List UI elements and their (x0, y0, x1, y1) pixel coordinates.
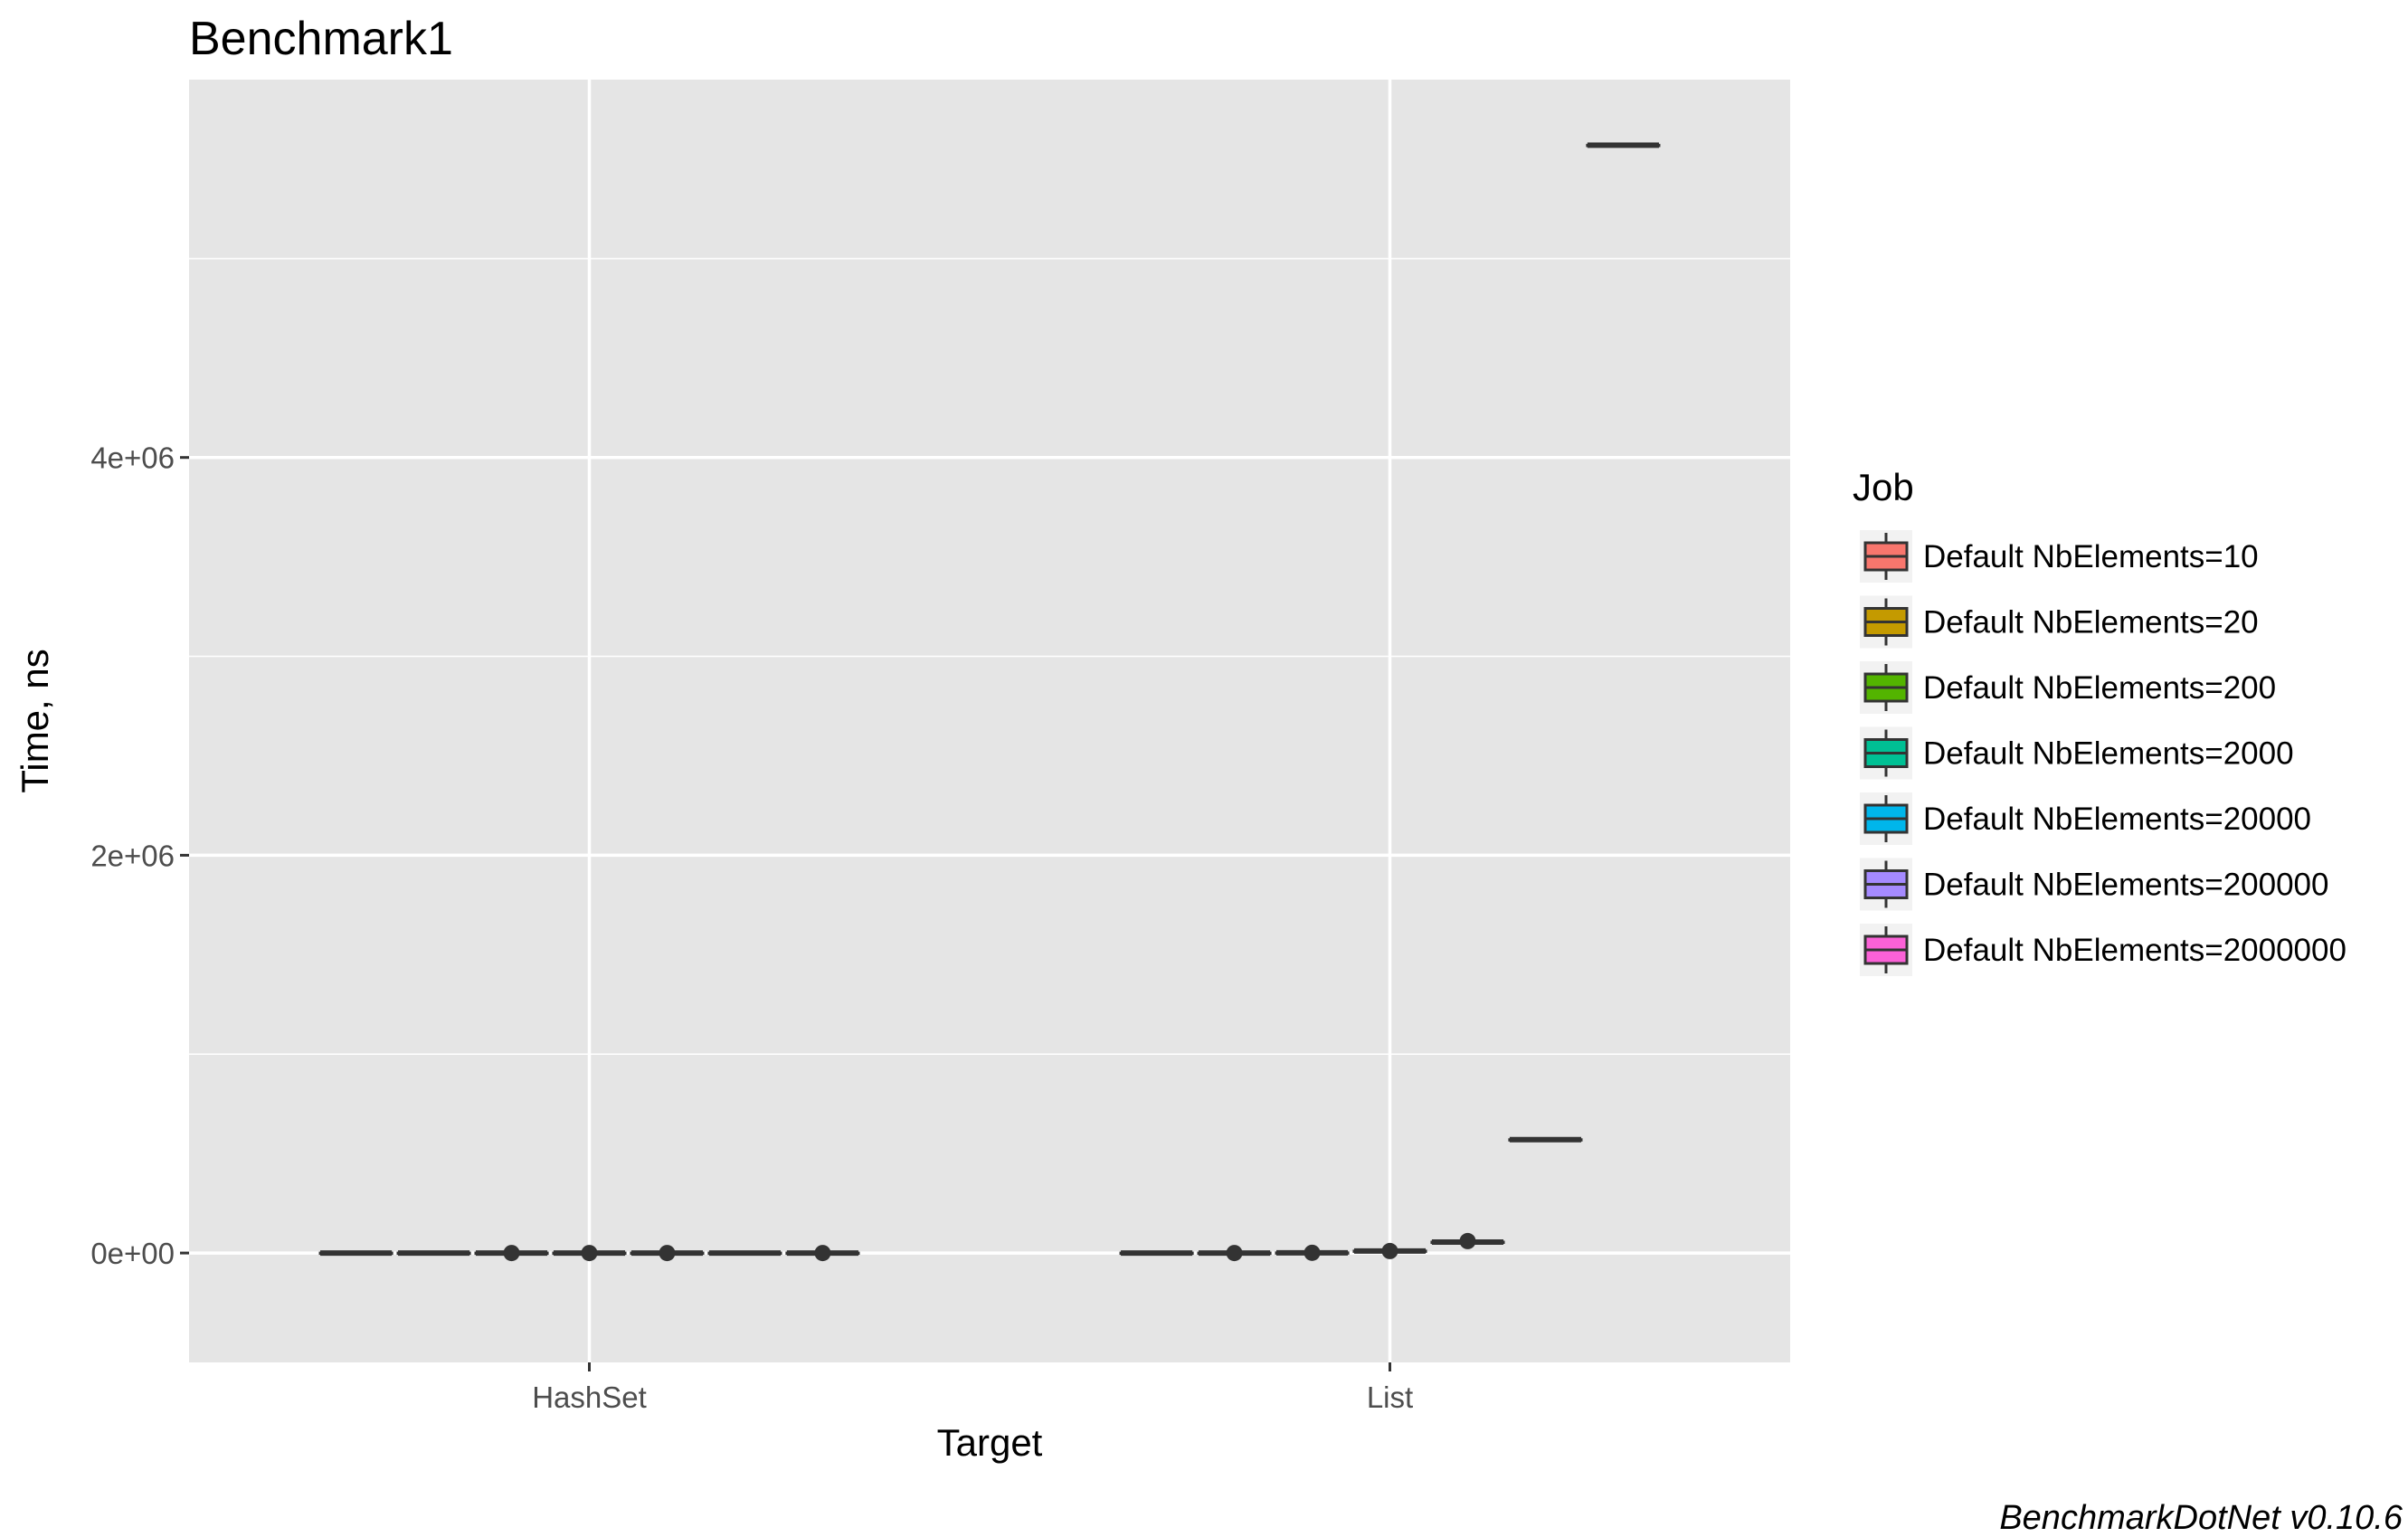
legend-item: Default NbElements=2000000 (1860, 924, 2346, 976)
box (1119, 1250, 1194, 1257)
box (1275, 1244, 1350, 1261)
legend-item: Default NbElements=200 (1860, 661, 2276, 714)
legend-label: Default NbElements=2000 (1923, 736, 2294, 772)
y-axis-title: Time, ns (14, 649, 56, 792)
x-tick-label: HashSet (532, 1380, 647, 1414)
legend-item: Default NbElements=200000 (1860, 858, 2329, 911)
chart-title: Benchmark1 (189, 13, 453, 65)
outlier-point (1304, 1244, 1321, 1261)
legend-label: Default NbElements=2000000 (1923, 933, 2346, 968)
outlier-point (1459, 1232, 1476, 1249)
outlier-point (1381, 1242, 1398, 1259)
x-axis: HashSet List (532, 1362, 1413, 1414)
plot-panel (189, 80, 1790, 1362)
legend-label: Default NbElements=20000 (1923, 802, 2311, 837)
legend-label: Default NbElements=200000 (1923, 868, 2329, 903)
caption: BenchmarkDotNet v0.10.6 (1999, 1499, 2403, 1537)
outlier-point (814, 1245, 831, 1262)
box (1352, 1242, 1427, 1259)
legend-label: Default NbElements=10 (1923, 539, 2259, 574)
outlier-point (503, 1245, 520, 1262)
box (785, 1245, 860, 1262)
x-axis-title: Target (937, 1421, 1043, 1464)
legend-label: Default NbElements=200 (1923, 670, 2276, 706)
box (1430, 1232, 1505, 1249)
box (1508, 1136, 1583, 1143)
y-axis: 0e+00 2e+06 4e+06 (90, 441, 189, 1270)
box (474, 1245, 549, 1262)
y-tick-label: 0e+00 (90, 1237, 175, 1270)
legend-item: Default NbElements=10 (1860, 530, 2259, 583)
legend-item: Default NbElements=20000 (1860, 792, 2311, 845)
x-tick-label: List (1367, 1380, 1413, 1414)
legend-item: Default NbElements=2000 (1860, 726, 2294, 780)
outlier-point (581, 1245, 598, 1262)
box (396, 1250, 471, 1257)
legend-title: Job (1853, 466, 1914, 508)
box (1586, 142, 1661, 148)
legend: Job Default NbElements=10 Default NbEleme… (1853, 466, 2346, 976)
legend-item: Default NbElements=20 (1860, 595, 2259, 649)
boxes (318, 142, 1661, 1262)
box (630, 1245, 705, 1262)
outlier-point (1226, 1245, 1243, 1262)
box (707, 1250, 782, 1257)
legend-label: Default NbElements=20 (1923, 605, 2259, 640)
y-tick-label: 2e+06 (90, 839, 175, 872)
y-tick-label: 4e+06 (90, 441, 175, 475)
box (318, 1250, 393, 1257)
box (1197, 1245, 1272, 1262)
outlier-point (659, 1245, 676, 1262)
box (552, 1245, 627, 1262)
